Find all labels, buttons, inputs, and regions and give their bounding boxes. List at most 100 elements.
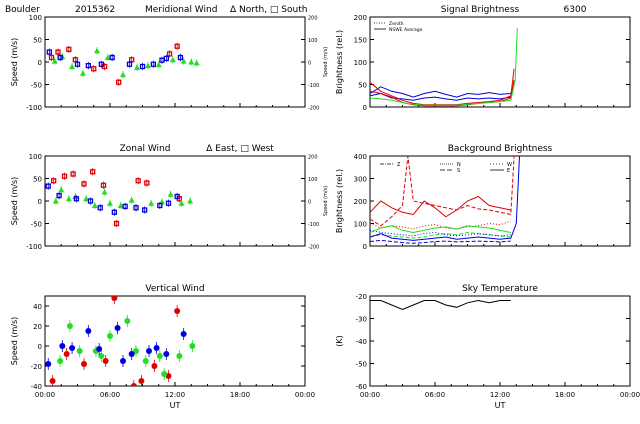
data-point-blue xyxy=(174,193,180,200)
y-axis-label: Speed (m/s) xyxy=(10,177,19,226)
y-tick-label-right: 100 xyxy=(308,38,318,44)
data-point-green xyxy=(178,200,185,206)
data-point-blue xyxy=(98,61,104,67)
data-point-blue xyxy=(139,63,146,70)
data-point-blue xyxy=(57,54,63,61)
y-tick-label: 100 xyxy=(29,153,42,161)
y-tick-label: 50 xyxy=(33,176,42,184)
data-point-red xyxy=(51,178,57,184)
chart-title: Signal Brightness xyxy=(441,5,520,15)
date-label: 2015362 xyxy=(75,5,115,15)
chart-skytemp: Sky Temperature -60 -50 -40 -30 -20 (K) 00:00 06… xyxy=(335,284,640,410)
chart-title: Sky Temperature xyxy=(462,284,538,294)
data-layer xyxy=(370,299,511,311)
y-tick-label-right: 0 xyxy=(308,200,311,206)
data-point-green xyxy=(107,333,113,339)
series-line-sky xyxy=(370,299,511,311)
legend-label: N xyxy=(457,162,461,168)
data-point-blue xyxy=(114,325,121,331)
x-tick-label: 12:00 xyxy=(490,391,510,399)
data-point-blue xyxy=(163,55,169,62)
y-tick-label: -20 xyxy=(356,293,367,301)
data-point-green xyxy=(65,195,72,202)
data-point-red xyxy=(138,378,145,384)
data-point-green xyxy=(189,343,196,349)
data-point-green xyxy=(91,202,98,208)
data-point-green xyxy=(101,189,108,195)
data-point-red xyxy=(102,358,109,364)
chart-title: Meridional Wind xyxy=(145,5,217,15)
y-tick-label: -30 xyxy=(356,316,367,324)
series-line-red-3 xyxy=(370,220,511,230)
legend-label: S xyxy=(457,168,460,174)
data-layer xyxy=(370,156,520,244)
series-line-green-1 xyxy=(370,225,511,234)
y-tick-label: 400 xyxy=(354,153,367,161)
data-point-red xyxy=(113,220,120,227)
series-line-blue-a xyxy=(370,86,514,98)
y-tick-label: -100 xyxy=(26,104,42,112)
data-point-green xyxy=(134,64,141,70)
y-tick-label-right: 200 xyxy=(308,155,318,161)
data-point-red xyxy=(174,43,180,49)
data-point-red xyxy=(100,182,107,188)
data-point-green xyxy=(51,58,58,64)
x-tick-label: 00:00 xyxy=(35,391,55,399)
data-point-green xyxy=(144,62,151,69)
y-axis-label: Brightness (rel.) xyxy=(335,169,344,233)
x-tick-label: 12:00 xyxy=(165,391,185,399)
data-point-blue xyxy=(180,331,187,337)
y-tick-label: 0 xyxy=(38,343,42,351)
chart-title-note: Δ East, □ West xyxy=(206,144,274,154)
data-point-red xyxy=(174,308,181,314)
data-point-blue xyxy=(46,49,52,55)
y-tick-label: 50 xyxy=(33,37,42,45)
data-point-blue xyxy=(85,328,92,334)
data-point-blue xyxy=(122,203,128,210)
data-point-green xyxy=(104,54,111,60)
x-axis-label: UT xyxy=(495,401,506,410)
data-point-blue xyxy=(163,351,170,357)
y-axis-label-right: Speed (m/s) xyxy=(323,47,329,77)
data-point-green xyxy=(124,318,131,324)
data-point-green xyxy=(83,195,90,202)
data-point-green xyxy=(161,371,168,377)
chart-title-note: Δ North, □ South xyxy=(230,5,307,15)
data-point-blue xyxy=(97,205,103,211)
data-point-green xyxy=(94,47,100,54)
y-tick-label-right: -100 xyxy=(308,83,319,89)
chart-vertical: Vertical Wind -40 -20 0 20 40 Speed (m/s) 00:00… xyxy=(10,284,315,410)
data-point-blue xyxy=(142,207,148,213)
data-point-blue xyxy=(120,358,126,364)
data-point-red xyxy=(91,66,97,72)
data-point-green xyxy=(142,358,149,364)
series-line-blue-2 xyxy=(370,239,511,244)
data-point-red xyxy=(49,378,56,384)
data-point-blue xyxy=(45,361,52,367)
x-tick-label: 00:00 xyxy=(295,391,315,399)
y-tick-label: 200 xyxy=(354,198,367,206)
data-point-blue xyxy=(146,348,152,354)
data-point-red xyxy=(130,383,137,386)
data-point-blue xyxy=(126,61,133,67)
series-line-red-1 xyxy=(370,156,515,227)
data-point-blue xyxy=(153,345,160,351)
data-point-blue xyxy=(56,192,62,199)
y-tick-label-right: -100 xyxy=(308,222,319,228)
y-tick-label: 200 xyxy=(354,14,367,22)
data-point-red xyxy=(81,181,87,187)
y-tick-label-right: -200 xyxy=(308,245,319,251)
x-axis-label: UT xyxy=(170,401,181,410)
data-point-red xyxy=(151,363,158,369)
y-tick-label: 50 xyxy=(358,82,367,90)
y-axis-label: Speed (m/s) xyxy=(10,317,19,366)
data-point-blue xyxy=(45,183,51,189)
data-point-blue xyxy=(59,343,66,349)
data-point-blue xyxy=(96,346,103,352)
series-line-red-a xyxy=(370,68,515,106)
data-point-green xyxy=(117,202,124,208)
y-tick-label-right: 200 xyxy=(308,16,318,22)
data-point-blue xyxy=(73,196,80,202)
y-tick-label-right: 100 xyxy=(308,177,318,183)
